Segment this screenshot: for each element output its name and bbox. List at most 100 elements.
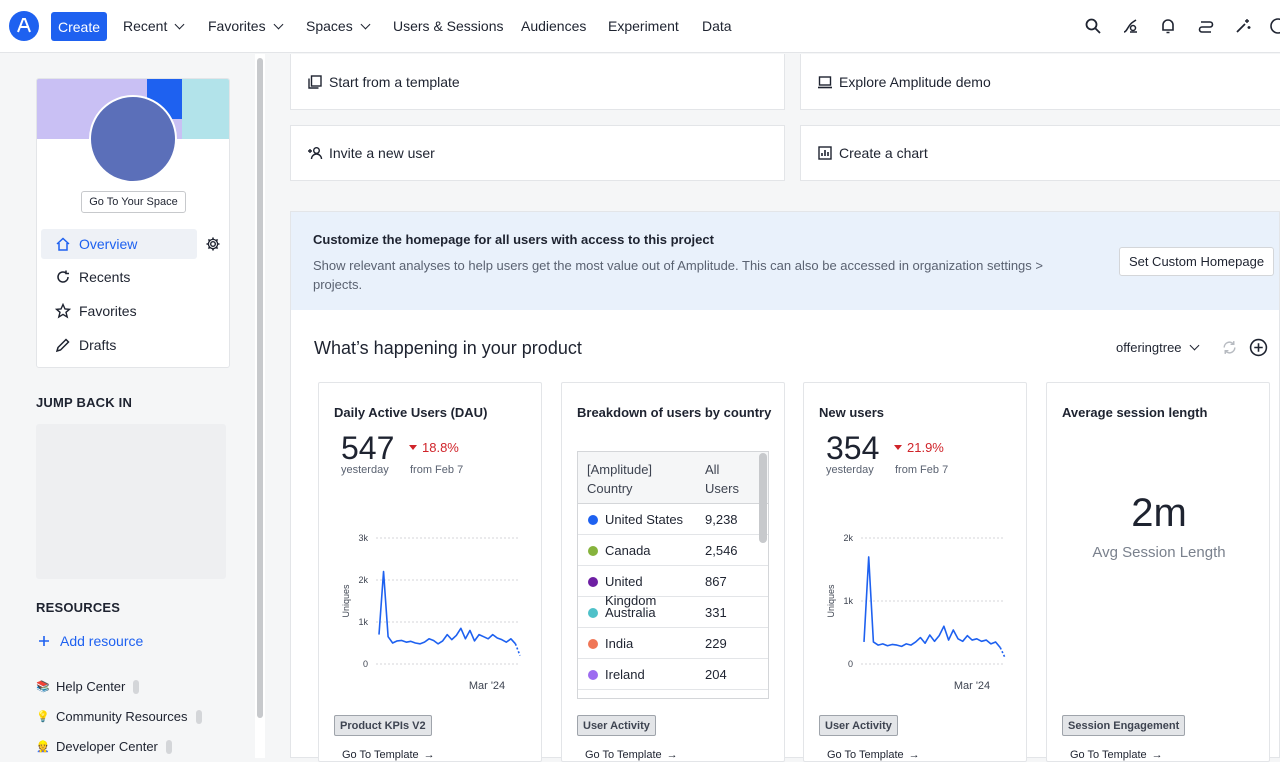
session-length-card[interactable]: Average session length 2m Avg Session Le…: [1046, 382, 1270, 762]
table-row[interactable]: Canada 2,546: [578, 535, 768, 566]
sidebar-item-drafts[interactable]: Drafts: [41, 330, 197, 360]
bell-icon[interactable]: [1158, 16, 1178, 36]
arrow-right-icon: →: [1151, 749, 1163, 761]
nav-audiences[interactable]: Audiences: [521, 18, 587, 34]
y-axis-label: Uniques: [826, 584, 836, 618]
resources-title: RESOURCES: [36, 600, 121, 615]
template-tag[interactable]: User Activity: [577, 715, 656, 736]
go-to-template-link[interactable]: Go To Template →: [1070, 749, 1163, 761]
gear-icon[interactable]: [205, 236, 221, 252]
country-value: 229: [705, 635, 727, 651]
nav-users-sessions[interactable]: Users & Sessions: [393, 18, 504, 34]
books-icon: 📚: [36, 681, 50, 693]
nav-favorites[interactable]: Favorites: [208, 18, 284, 34]
resource-help-center[interactable]: 📚 Help Center: [36, 679, 140, 694]
dau-line-chart: 0 1k 2k 3k Uniques Mar '24: [341, 533, 521, 692]
chevron-down-icon: [360, 19, 371, 29]
scroll-thumb[interactable]: [257, 58, 263, 718]
nav-data[interactable]: Data: [702, 18, 732, 34]
chevron-down-icon: [174, 19, 185, 29]
create-button[interactable]: Create: [51, 12, 107, 41]
star-icon: [55, 303, 71, 319]
series-line: [378, 570, 517, 645]
nav-experiment[interactable]: Experiment: [608, 18, 679, 34]
table-scrollbar[interactable]: [759, 453, 767, 543]
help-icon[interactable]: [1268, 16, 1280, 36]
go-to-space-button[interactable]: Go To Your Space: [81, 191, 186, 213]
go-to-template-link[interactable]: Go To Template →: [827, 749, 920, 761]
go-to-template-link[interactable]: Go To Template →: [585, 749, 678, 761]
sidebar-scrollbar[interactable]: [255, 54, 265, 758]
nav-spaces[interactable]: Spaces: [306, 18, 371, 34]
sidebar-item-favorites[interactable]: Favorites: [41, 296, 197, 326]
set-custom-homepage-button[interactable]: Set Custom Homepage: [1119, 247, 1274, 276]
card-title: New users: [819, 405, 885, 420]
country-name: Canada: [605, 543, 651, 558]
project-select[interactable]: offeringtree: [1116, 340, 1199, 355]
nav-recent[interactable]: Recent: [123, 18, 185, 34]
add-circle-icon[interactable]: [1249, 338, 1268, 357]
dau-card[interactable]: Daily Active Users (DAU) 547 yesterday 1…: [318, 382, 542, 762]
sidebar-item-label: Overview: [79, 236, 138, 252]
invite-user-button[interactable]: Invite a new user: [290, 125, 785, 181]
plus-icon: [39, 636, 49, 646]
y-tick-label: 2k: [358, 575, 368, 585]
home-icon: [56, 237, 70, 251]
table-row[interactable]: Australia 331: [578, 597, 768, 628]
top-bar: Create Recent Favorites Spaces Users & S…: [0, 0, 1280, 53]
y-tick-label: 0: [848, 659, 853, 669]
y-tick-label: 1k: [843, 596, 853, 606]
amplitude-logo-icon[interactable]: [9, 11, 39, 41]
arrow-right-icon: →: [908, 749, 920, 761]
resource-community[interactable]: 💡 Community Resources: [36, 709, 202, 724]
y-tick-label: 0: [363, 659, 368, 669]
sidebar-item-label: Recents: [79, 269, 131, 285]
table-row[interactable]: United States 9,238: [578, 504, 768, 535]
template-tag[interactable]: Product KPIs V2: [334, 715, 432, 736]
start-from-template-button[interactable]: Start from a template: [290, 54, 785, 110]
metric-sublabel: yesterday: [826, 464, 874, 476]
column-header-country: [Amplitude] Country: [587, 462, 653, 496]
template-tag[interactable]: Session Engagement: [1062, 715, 1186, 736]
sidebar-item-recents[interactable]: Recents: [41, 262, 197, 292]
y-tick-label: 2k: [843, 533, 853, 543]
customize-banner: Customize the homepage for all users wit…: [290, 211, 1280, 310]
series-line-partial: [514, 643, 521, 656]
table-row[interactable]: United Kingdom 867: [578, 566, 768, 608]
x-tick-label: Mar '24: [469, 680, 505, 692]
resource-developer-center[interactable]: 👷 Developer Center: [36, 739, 172, 754]
down-triangle-icon: [409, 445, 417, 450]
country-name: United States: [605, 512, 684, 527]
new-users-card[interactable]: New users 354 yesterday 21.9% from Feb 7…: [803, 382, 1027, 762]
go-to-template-link[interactable]: Go To Template →: [342, 749, 435, 761]
pencil-icon: [55, 338, 70, 353]
refresh-icon: [57, 270, 69, 283]
card-title: Average session length: [1062, 405, 1208, 420]
table-row[interactable]: Ireland 204: [578, 659, 768, 690]
template-tag[interactable]: User Activity: [819, 715, 898, 736]
magic-wand-icon[interactable]: [1233, 16, 1253, 36]
refresh-icon[interactable]: [1221, 339, 1238, 356]
explore-demo-button[interactable]: Explore Amplitude demo: [800, 54, 1280, 110]
y-tick-label: 1k: [358, 617, 368, 627]
legend-dot: [588, 669, 598, 680]
ai-assistant-icon[interactable]: [1120, 16, 1140, 36]
sidebar-item-overview[interactable]: Overview: [41, 229, 197, 259]
table-body: United States 9,238 Canada 2,546 United King…: [578, 504, 768, 690]
metric-value: 547: [341, 430, 395, 466]
add-resource-button[interactable]: Add resource: [38, 633, 143, 649]
country-value: 867: [705, 573, 727, 589]
metric-compare-label: from Feb 7: [895, 464, 949, 476]
arrow-right-icon: →: [423, 749, 435, 761]
avatar: [89, 95, 177, 183]
construction-worker-icon: 👷: [36, 741, 50, 753]
table-row[interactable]: India 229: [578, 628, 768, 659]
country-name: India: [605, 636, 634, 651]
breakdown-card[interactable]: Breakdown of users by country [Amplitude…: [561, 382, 785, 762]
card-title: Breakdown of users by country: [577, 405, 772, 420]
create-chart-button[interactable]: Create a chart: [800, 125, 1280, 181]
swap-icon[interactable]: [1196, 16, 1216, 36]
legend-dot: [588, 576, 598, 587]
chevron-down-icon: [273, 19, 284, 29]
search-icon[interactable]: [1083, 16, 1103, 36]
